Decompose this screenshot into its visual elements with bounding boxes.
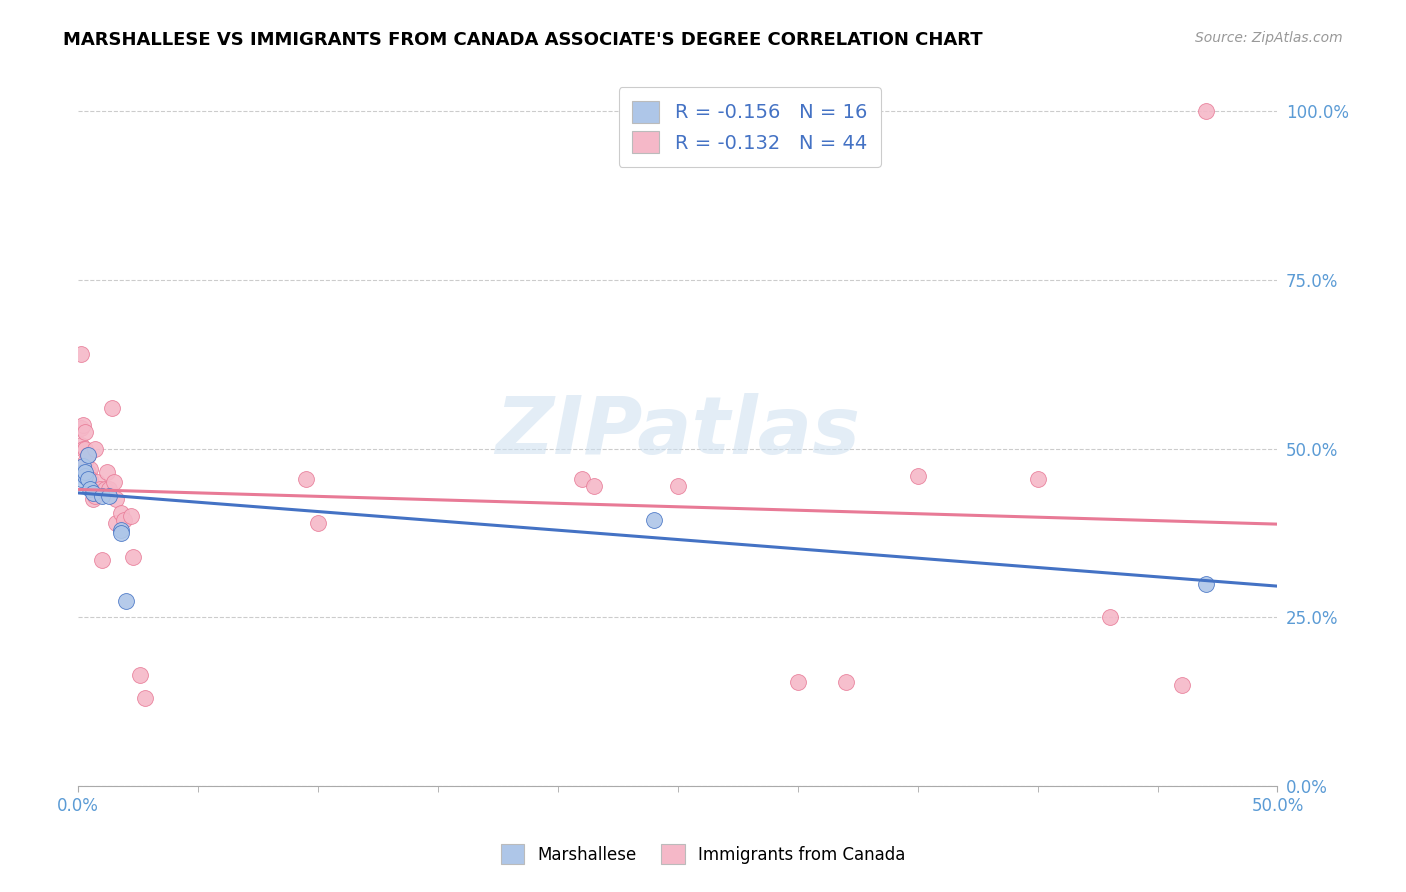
Point: [120, 509, 142, 524]
Point: [93, 482, 115, 496]
Point: [69, 347, 91, 361]
Point: [75, 465, 97, 479]
Point: [786, 674, 808, 689]
Point: [105, 516, 128, 530]
Point: [129, 667, 152, 681]
Point: [86, 475, 108, 490]
Point: [72, 418, 94, 433]
Point: [98, 482, 121, 496]
Point: [1098, 610, 1121, 624]
Point: [98, 489, 121, 503]
Point: [110, 526, 132, 541]
Point: [582, 479, 605, 493]
Point: [115, 593, 138, 607]
Point: [907, 468, 929, 483]
Point: [1194, 576, 1216, 591]
Point: [643, 512, 665, 526]
Point: [75, 468, 97, 483]
Point: [72, 442, 94, 456]
Point: [79, 472, 101, 486]
Point: [1026, 472, 1049, 486]
Point: [134, 691, 156, 706]
Point: [110, 523, 132, 537]
Point: [835, 674, 858, 689]
Point: [84, 489, 107, 503]
Point: [76, 449, 98, 463]
Point: [75, 455, 97, 469]
Point: [79, 482, 101, 496]
Point: [76, 449, 98, 463]
Point: [666, 479, 689, 493]
Point: [72, 458, 94, 473]
Point: [112, 512, 135, 526]
Point: [96, 465, 118, 479]
Point: [72, 465, 94, 479]
Point: [1194, 104, 1216, 119]
Text: ZIPatlas: ZIPatlas: [495, 392, 860, 471]
Point: [82, 492, 104, 507]
Point: [91, 553, 114, 567]
Point: [110, 506, 132, 520]
Point: [571, 472, 593, 486]
Point: [82, 485, 104, 500]
Point: [76, 465, 98, 479]
Point: [75, 442, 97, 456]
Point: [105, 492, 128, 507]
Text: MARSHALLESE VS IMMIGRANTS FROM CANADA ASSOCIATE'S DEGREE CORRELATION CHART: MARSHALLESE VS IMMIGRANTS FROM CANADA AS…: [63, 31, 983, 49]
Legend: R = -0.156   N = 16, R = -0.132   N = 44: R = -0.156 N = 16, R = -0.132 N = 44: [619, 87, 882, 167]
Point: [307, 516, 329, 530]
Point: [69, 421, 91, 435]
Point: [76, 472, 98, 486]
Point: [122, 549, 145, 564]
Point: [100, 401, 122, 416]
Point: [89, 482, 111, 496]
Text: Source: ZipAtlas.com: Source: ZipAtlas.com: [1195, 31, 1343, 45]
Point: [1170, 678, 1192, 692]
Point: [69, 472, 91, 486]
Point: [103, 475, 125, 490]
Point: [82, 479, 104, 493]
Point: [79, 462, 101, 476]
Point: [69, 438, 91, 452]
Point: [75, 425, 97, 439]
Point: [91, 489, 114, 503]
Point: [84, 442, 107, 456]
Point: [295, 472, 318, 486]
Legend: Marshallese, Immigrants from Canada: Marshallese, Immigrants from Canada: [494, 838, 912, 871]
